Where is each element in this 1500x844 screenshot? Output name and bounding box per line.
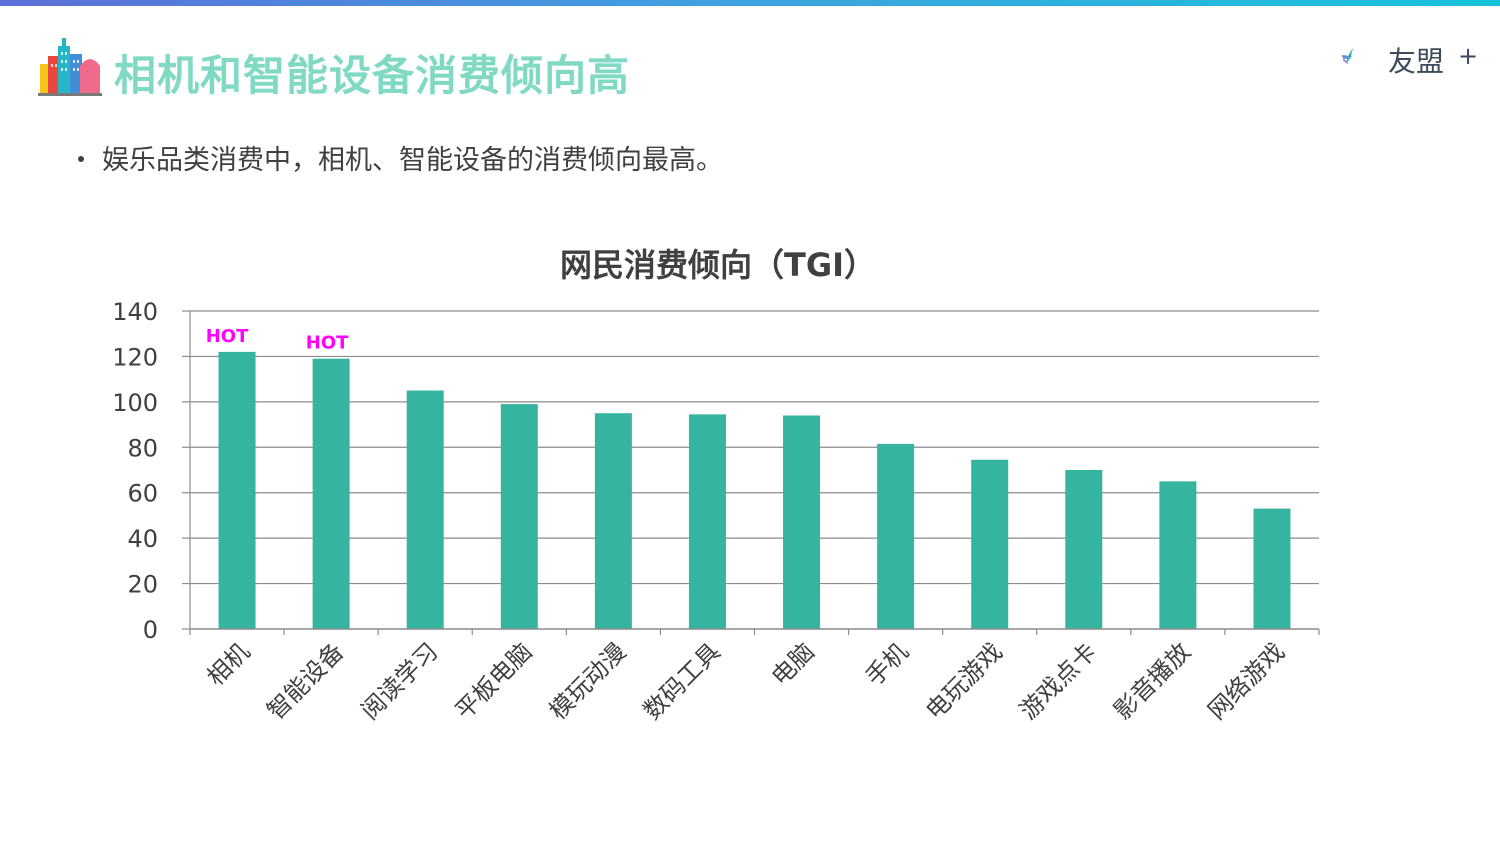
y-tick-label: 20 [127, 571, 158, 599]
annotations: HOT HOT [206, 326, 349, 354]
top-gradient-bar [0, 0, 1500, 6]
bar [783, 415, 821, 629]
y-tick-label: 80 [127, 434, 158, 462]
x-tick-label: 数码工具 [638, 637, 726, 725]
x-tick-label: 阅读学习 [356, 637, 444, 725]
bar [312, 358, 350, 629]
y-tick-label: 100 [112, 389, 158, 417]
bar [594, 413, 632, 629]
logo-plus: + [1458, 42, 1479, 70]
hot-annotation: HOT [306, 333, 349, 354]
x-tick-label: 电脑 [766, 637, 820, 691]
x-tick-label: 手机 [860, 637, 914, 691]
hot-annotation: HOT [206, 326, 249, 347]
bar [971, 459, 1009, 629]
x-tick-label: 智能设备 [262, 637, 350, 725]
bar [877, 443, 915, 629]
y-tick-label: 120 [112, 343, 158, 371]
bar [500, 404, 538, 629]
logo-text: 友盟 [1388, 45, 1445, 78]
x-tick-label: 游戏点卡 [1014, 637, 1102, 725]
x-tick-label: 网络游戏 [1203, 637, 1291, 725]
y-tick-label: 60 [127, 480, 158, 508]
grid-lines [182, 310, 1319, 630]
chart-title: 网民消费倾向（TGI） [560, 246, 876, 284]
umeng-bird-icon [1341, 47, 1354, 65]
x-tick-label: 相机 [202, 637, 256, 691]
y-tick-label: 40 [127, 525, 158, 553]
x-tick-label: 影音播放 [1108, 637, 1196, 725]
x-tick-label: 模玩动漫 [544, 637, 632, 725]
bullet-text: 娱乐品类消费中，相机、智能设备的消费倾向最高。 [102, 145, 723, 176]
y-tick-label: 0 [143, 616, 158, 644]
x-tick-label: 平板电脑 [450, 637, 538, 725]
bar [1065, 470, 1103, 629]
bars [218, 351, 1291, 629]
y-tick-label: 140 [112, 298, 158, 326]
page-title: 相机和智能设备消费倾向高 [114, 51, 631, 100]
bar [406, 390, 444, 629]
x-axis-tick-labels: 相机 智能设备 阅读学习 平板电脑 模玩动漫 数码工具 电脑 手机 电玩游戏 游戏点卡 影音播放 网络… [202, 637, 1291, 725]
bullet-dot [78, 155, 84, 162]
x-axis [189, 628, 1320, 635]
bar [218, 351, 256, 629]
city-buildings-icon [38, 38, 102, 96]
x-tick-label: 电玩游戏 [920, 637, 1008, 725]
bar [1159, 481, 1197, 629]
bar [1253, 508, 1291, 629]
bullet-point: 娱乐品类消费中，相机、智能设备的消费倾向最高。 [78, 138, 723, 177]
bar [688, 414, 726, 629]
y-axis-tick-labels: 0 20 40 60 80 100 120 140 [112, 298, 158, 644]
